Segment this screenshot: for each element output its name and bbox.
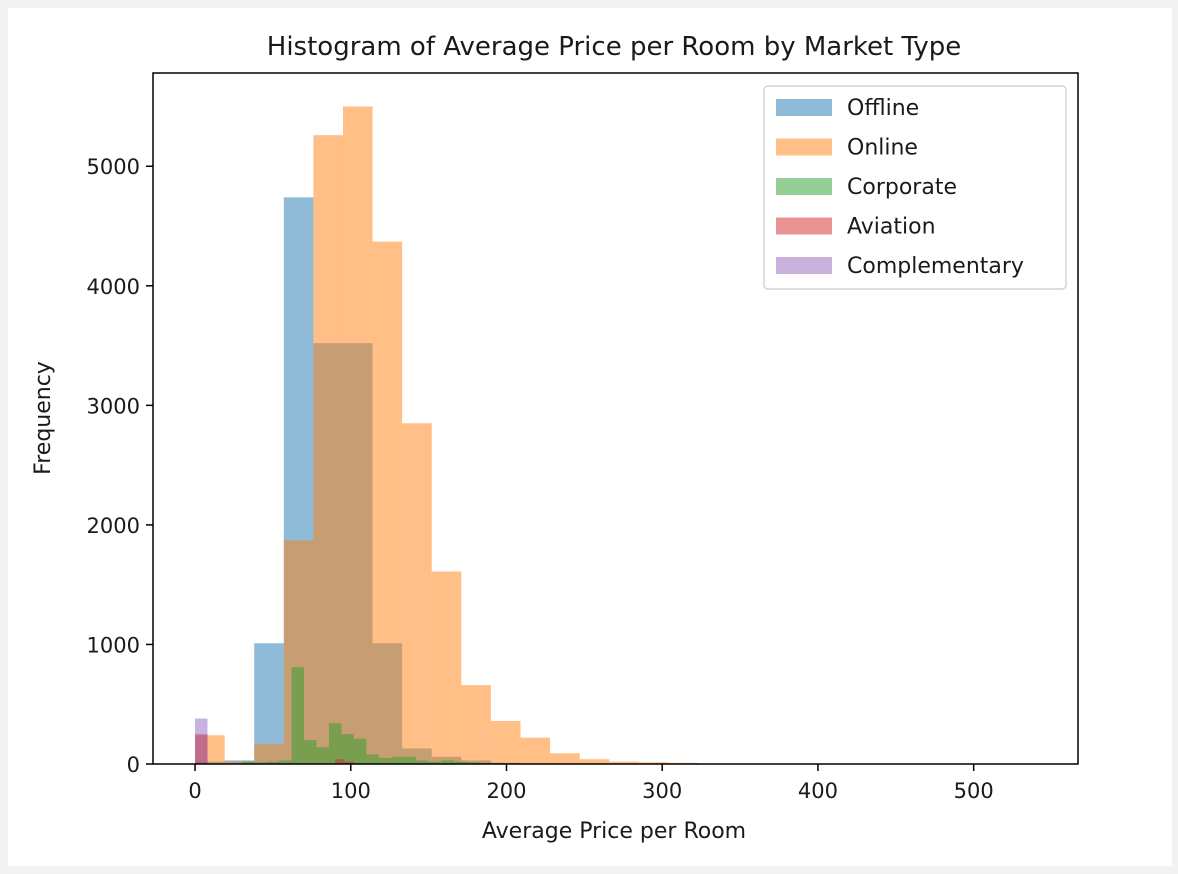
bar-corporate-11 xyxy=(378,758,392,764)
bar-corporate-6 xyxy=(316,747,329,764)
bar-online-10 xyxy=(490,720,521,764)
bar-aviation-1 xyxy=(335,759,345,764)
bar-corporate-13 xyxy=(403,756,417,764)
bar-corporate-18 xyxy=(466,762,479,764)
bar-corporate-0 xyxy=(241,761,255,764)
bar-corporate-4 xyxy=(291,667,305,764)
bars-layer xyxy=(195,106,699,765)
y-axis-label: Frequency xyxy=(31,361,56,475)
plot-frame xyxy=(152,72,1079,765)
bar-online-4 xyxy=(313,135,343,765)
legend-swatch-complementary xyxy=(776,257,832,274)
figure-card: Histogram of Average Price per Room by M… xyxy=(8,8,1172,866)
bar-online-15 xyxy=(638,762,669,764)
x-tick-label: 0 xyxy=(188,779,201,803)
bar-online-11 xyxy=(520,737,551,764)
legend-swatch-corporate xyxy=(776,178,832,195)
legend-swatch-offline xyxy=(776,99,832,116)
legend-frame xyxy=(763,85,1067,290)
bar-online-9 xyxy=(461,685,491,764)
bar-complementary-0 xyxy=(195,718,208,764)
bar-corporate-17 xyxy=(453,761,467,764)
legend-swatch-online xyxy=(776,138,832,156)
bar-online-5 xyxy=(342,106,373,765)
bar-corporate-1 xyxy=(254,762,267,764)
legend-label-complementary: Complementary xyxy=(847,254,1024,279)
bar-corporate-7 xyxy=(328,723,342,764)
bar-aviation-2 xyxy=(344,761,354,764)
bar-online-13 xyxy=(579,759,610,764)
legend-label-online: Online xyxy=(847,136,918,161)
bar-corporate-16 xyxy=(441,760,454,764)
y-tick-label: 5000 xyxy=(87,155,140,179)
x-tick-label: 100 xyxy=(331,779,371,803)
bar-corporate-2 xyxy=(266,761,280,764)
bar-corporate-8 xyxy=(341,734,354,764)
bar-corporate-15 xyxy=(428,761,442,764)
y-tick-label: 2000 xyxy=(87,514,140,538)
bar-corporate-3 xyxy=(279,760,292,764)
bar-online-12 xyxy=(550,753,580,764)
legend-swatch-aviation xyxy=(776,217,832,235)
legend-label-offline: Offline xyxy=(847,96,919,121)
bar-online-6 xyxy=(372,241,403,764)
bar-online-14 xyxy=(609,761,639,764)
bar-corporate-12 xyxy=(391,756,404,764)
legend-label-corporate: Corporate xyxy=(847,175,957,200)
legend: Offline Online Corporate Aviation Complement… xyxy=(763,85,1067,290)
x-tick-label: 300 xyxy=(642,779,682,803)
y-tick-label: 3000 xyxy=(87,394,140,418)
y-tick-label: 1000 xyxy=(87,633,140,657)
bar-corporate-10 xyxy=(366,754,379,764)
x-tick-label: 500 xyxy=(954,779,994,803)
bar-online-8 xyxy=(431,571,462,764)
chart-title: Histogram of Average Price per Room by M… xyxy=(267,32,961,62)
legend-label-aviation: Aviation xyxy=(847,215,936,240)
y-tick-label: 0 xyxy=(127,753,140,777)
y-tick-label: 4000 xyxy=(87,275,140,299)
x-axis-label: Average Price per Room xyxy=(482,819,746,844)
bar-online-7 xyxy=(402,423,432,764)
x-tick-label: 200 xyxy=(486,779,526,803)
bar-corporate-14 xyxy=(416,760,429,764)
x-tick-label: 400 xyxy=(798,779,838,803)
histogram-chart: Histogram of Average Price per Room by M… xyxy=(31,32,1079,844)
bar-online-1 xyxy=(224,761,255,764)
bar-corporate-5 xyxy=(304,740,317,764)
bar-corporate-9 xyxy=(353,738,367,764)
bar-online-2 xyxy=(254,743,284,764)
